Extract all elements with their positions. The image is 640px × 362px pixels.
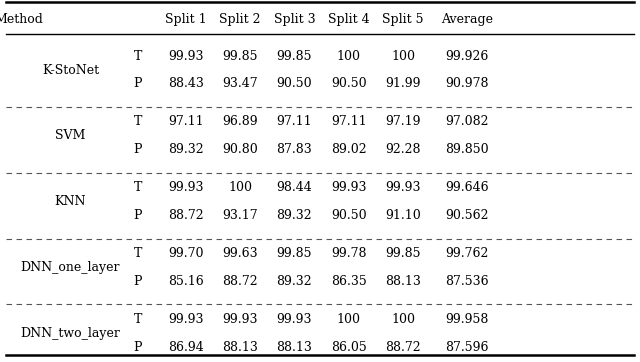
Text: 99.78: 99.78: [331, 247, 367, 260]
Text: 88.13: 88.13: [385, 275, 421, 288]
Text: 97.11: 97.11: [276, 115, 312, 129]
Text: Split 1: Split 1: [164, 13, 207, 26]
Text: 85.16: 85.16: [168, 275, 204, 288]
Text: 90.562: 90.562: [445, 209, 489, 222]
Text: 87.83: 87.83: [276, 143, 312, 156]
Text: Split 4: Split 4: [328, 13, 370, 26]
Text: 97.11: 97.11: [331, 115, 367, 129]
Text: 97.082: 97.082: [445, 115, 489, 129]
Text: 100: 100: [391, 313, 415, 326]
Text: T: T: [133, 181, 142, 194]
Text: 90.978: 90.978: [445, 77, 489, 90]
Text: 99.93: 99.93: [276, 313, 312, 326]
Text: 88.13: 88.13: [276, 341, 312, 354]
Text: 88.72: 88.72: [222, 275, 258, 288]
Text: 89.850: 89.850: [445, 143, 489, 156]
Text: 89.32: 89.32: [168, 143, 204, 156]
Text: 100: 100: [228, 181, 252, 194]
Text: Split 3: Split 3: [273, 13, 316, 26]
Text: 99.93: 99.93: [168, 50, 204, 63]
Text: 87.596: 87.596: [445, 341, 489, 354]
Text: 98.44: 98.44: [276, 181, 312, 194]
Text: 99.85: 99.85: [276, 50, 312, 63]
Text: 93.17: 93.17: [222, 209, 258, 222]
Text: 99.93: 99.93: [222, 313, 258, 326]
Text: 100: 100: [337, 313, 361, 326]
Text: Method: Method: [0, 13, 44, 26]
Text: P: P: [133, 341, 142, 354]
Text: 88.72: 88.72: [385, 341, 421, 354]
Text: KNN: KNN: [54, 195, 86, 208]
Text: 99.85: 99.85: [276, 247, 312, 260]
Text: 89.32: 89.32: [276, 209, 312, 222]
Text: T: T: [133, 313, 142, 326]
Text: 92.28: 92.28: [385, 143, 421, 156]
Text: 91.10: 91.10: [385, 209, 421, 222]
Text: 99.926: 99.926: [445, 50, 489, 63]
Text: 100: 100: [391, 50, 415, 63]
Text: DNN_one_layer: DNN_one_layer: [20, 261, 120, 274]
Text: 96.89: 96.89: [222, 115, 258, 129]
Text: 99.63: 99.63: [222, 247, 258, 260]
Text: Split 2: Split 2: [220, 13, 260, 26]
Text: 90.80: 90.80: [222, 143, 258, 156]
Text: 99.85: 99.85: [222, 50, 258, 63]
Text: 86.94: 86.94: [168, 341, 204, 354]
Text: 97.11: 97.11: [168, 115, 204, 129]
Text: 89.02: 89.02: [331, 143, 367, 156]
Text: 99.93: 99.93: [331, 181, 367, 194]
Text: DNN_two_layer: DNN_two_layer: [20, 327, 120, 340]
Text: P: P: [133, 275, 142, 288]
Text: 88.13: 88.13: [222, 341, 258, 354]
Text: 99.85: 99.85: [385, 247, 421, 260]
Text: T: T: [133, 50, 142, 63]
Text: 99.93: 99.93: [168, 181, 204, 194]
Text: 88.72: 88.72: [168, 209, 204, 222]
Text: SVM: SVM: [55, 130, 86, 142]
Text: 90.50: 90.50: [331, 209, 367, 222]
Text: T: T: [133, 115, 142, 129]
Text: Split 5: Split 5: [383, 13, 424, 26]
Text: 89.32: 89.32: [276, 275, 312, 288]
Text: 97.19: 97.19: [385, 115, 421, 129]
Text: 99.762: 99.762: [445, 247, 489, 260]
Text: P: P: [133, 77, 142, 90]
Text: 86.35: 86.35: [331, 275, 367, 288]
Text: K-StoNet: K-StoNet: [42, 64, 99, 76]
Text: 99.646: 99.646: [445, 181, 489, 194]
Text: 90.50: 90.50: [276, 77, 312, 90]
Text: 99.93: 99.93: [385, 181, 421, 194]
Text: Average: Average: [441, 13, 493, 26]
Text: 100: 100: [337, 50, 361, 63]
Text: P: P: [133, 143, 142, 156]
Text: 93.47: 93.47: [222, 77, 258, 90]
Text: T: T: [133, 247, 142, 260]
Text: 87.536: 87.536: [445, 275, 489, 288]
Text: 99.70: 99.70: [168, 247, 204, 260]
Text: 88.43: 88.43: [168, 77, 204, 90]
Text: P: P: [133, 209, 142, 222]
Text: 99.93: 99.93: [168, 313, 204, 326]
Text: 86.05: 86.05: [331, 341, 367, 354]
Text: 99.958: 99.958: [445, 313, 489, 326]
Text: 91.99: 91.99: [385, 77, 421, 90]
Text: 90.50: 90.50: [331, 77, 367, 90]
